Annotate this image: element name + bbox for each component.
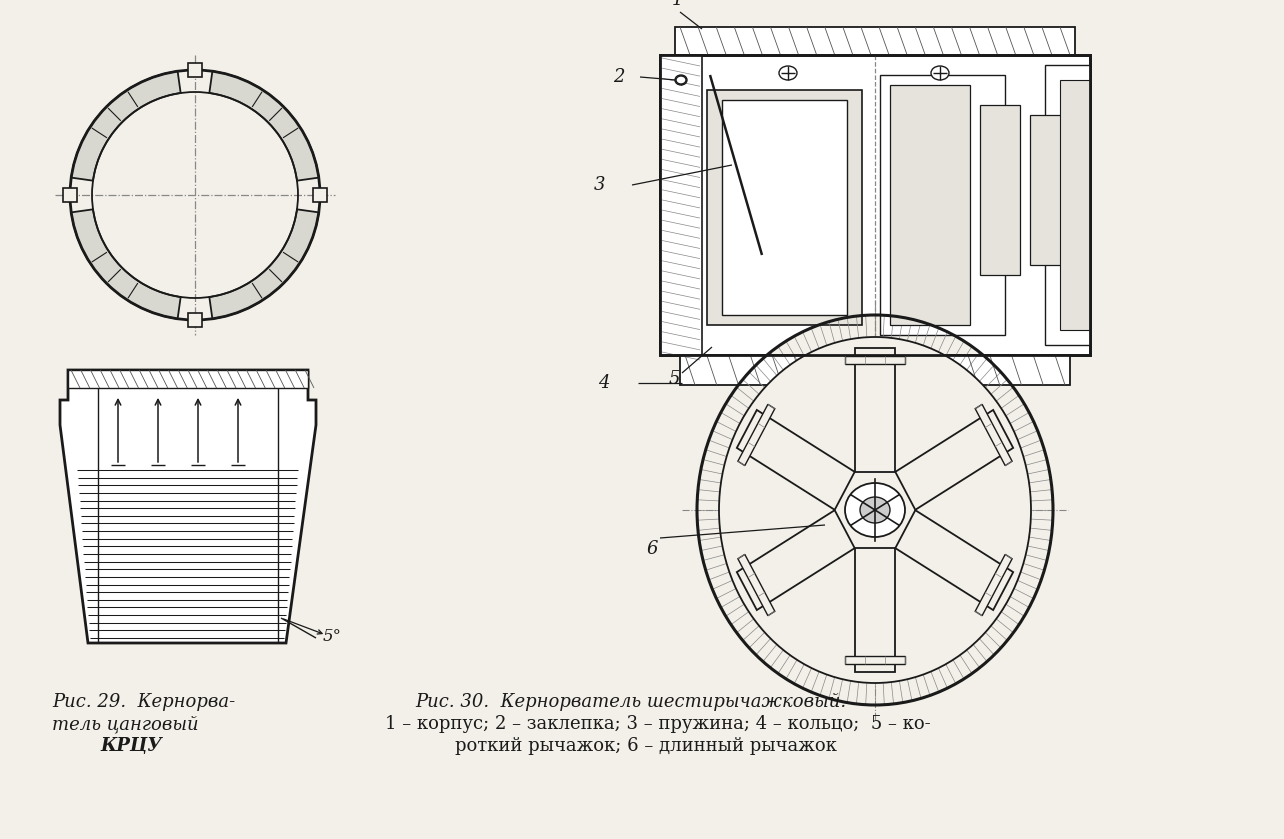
Text: роткий рычажок; 6 – длинный рычажок: роткий рычажок; 6 – длинный рычажок [455,737,837,755]
Text: КРЦУ: КРЦУ [100,737,162,755]
Polygon shape [855,348,895,472]
Polygon shape [209,71,318,180]
Polygon shape [975,555,1012,616]
Polygon shape [975,404,1012,466]
Ellipse shape [675,75,687,85]
Text: 4: 4 [598,374,610,392]
Polygon shape [895,510,1013,610]
Ellipse shape [697,315,1053,705]
Polygon shape [895,410,1013,510]
Polygon shape [845,356,905,364]
Ellipse shape [931,66,949,80]
Bar [660,55,702,355]
Bar [660,55,1090,355]
Polygon shape [68,370,308,388]
Text: 2: 2 [614,68,625,86]
Polygon shape [737,410,855,510]
Bar [722,100,847,315]
Ellipse shape [845,483,905,537]
Text: 5°: 5° [324,628,342,645]
Bar [880,75,1005,335]
Text: 3: 3 [593,176,605,194]
Text: 1 – корпус; 2 – заклепка; 3 – пружина; 4 – кольцо;  5 – ко-: 1 – корпус; 2 – заклепка; 3 – пружина; 4… [385,715,931,733]
Polygon shape [209,210,318,319]
Bar [707,90,862,325]
Polygon shape [71,210,181,319]
Text: Рис. 29.  Кернорва-: Рис. 29. Кернорва- [51,693,235,711]
Text: Рис. 30.  Кернорватель шестирычажковый.: Рис. 30. Кернорватель шестирычажковый. [415,693,846,711]
Ellipse shape [779,66,797,80]
Bar [980,105,1019,275]
Polygon shape [187,63,202,77]
Bar [890,85,969,325]
Bar [681,355,1070,385]
Polygon shape [187,313,202,327]
Polygon shape [738,404,774,466]
Bar [675,27,1075,55]
Bar [1045,65,1090,345]
Bar [660,55,1090,355]
Bar [1030,115,1064,265]
Polygon shape [737,510,855,610]
Polygon shape [738,555,774,616]
Polygon shape [855,549,895,672]
Text: тель цанговый: тель цанговый [51,715,199,733]
Text: 5: 5 [669,370,681,388]
Text: 1: 1 [672,0,683,9]
Polygon shape [63,188,77,202]
Text: 6: 6 [647,540,657,558]
Polygon shape [313,188,327,202]
Polygon shape [60,370,316,643]
Ellipse shape [675,76,686,84]
Polygon shape [71,71,181,180]
Ellipse shape [860,497,890,523]
Ellipse shape [71,70,320,320]
Bar [1061,80,1090,330]
Polygon shape [845,656,905,664]
Ellipse shape [719,337,1031,683]
